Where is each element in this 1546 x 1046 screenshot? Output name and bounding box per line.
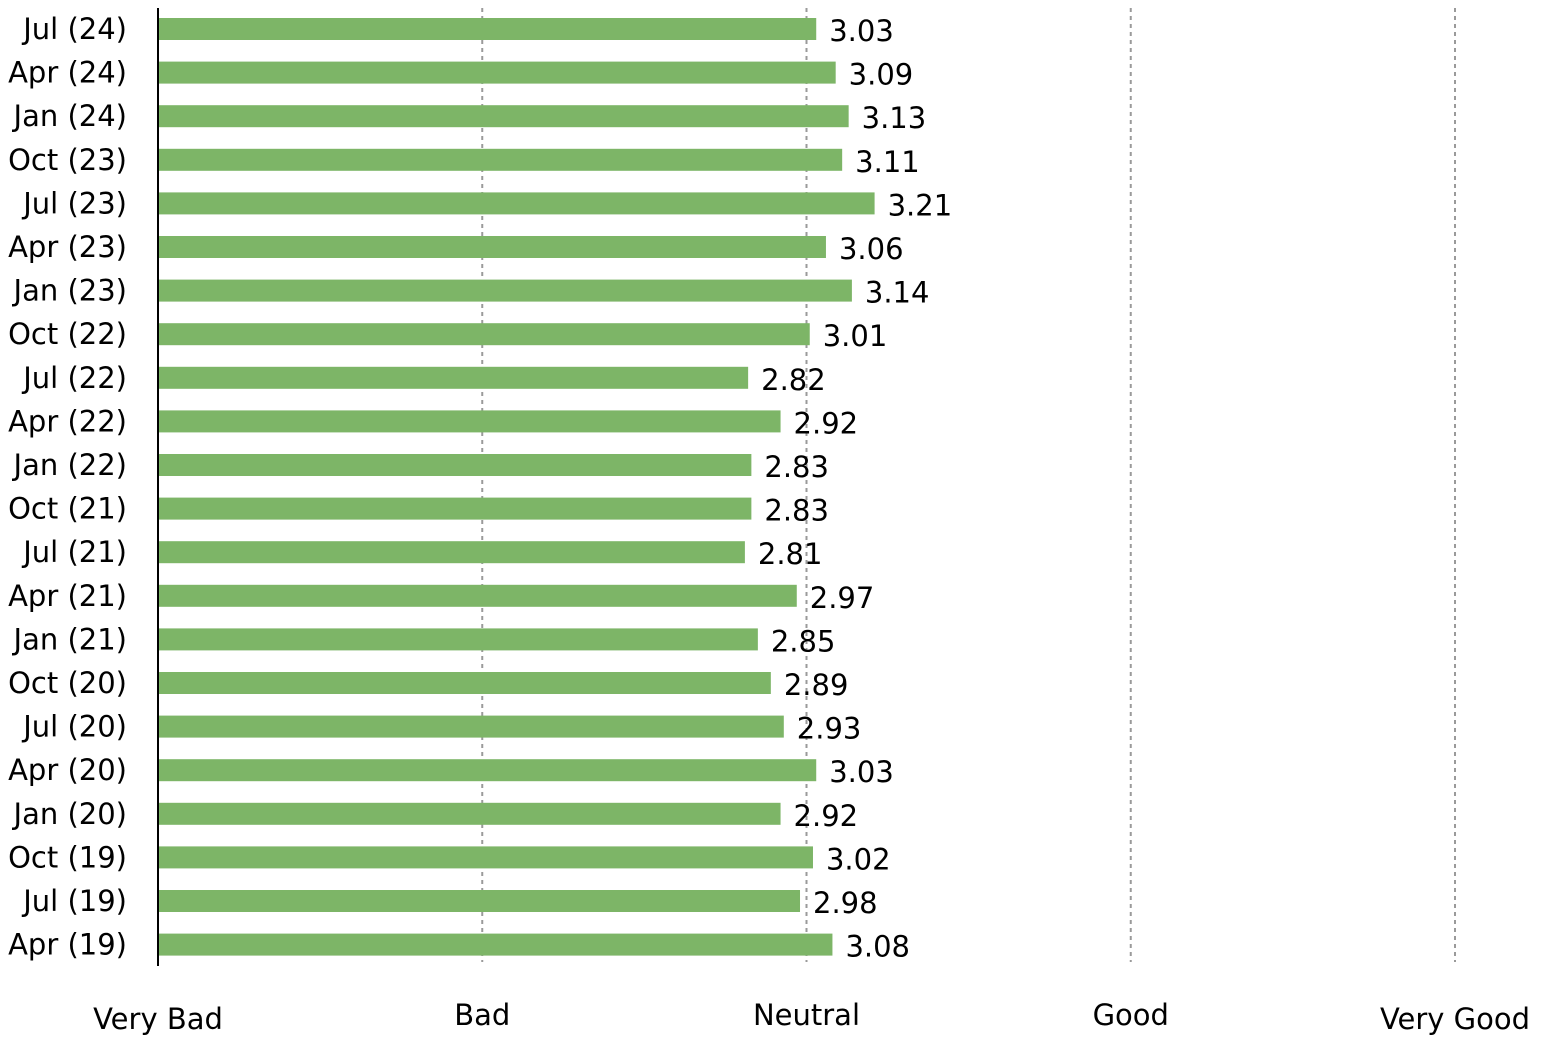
- data-label: 3.03: [829, 14, 894, 48]
- bar: [158, 366, 749, 389]
- category-label: Jul (19): [21, 884, 127, 918]
- bar: [158, 628, 758, 651]
- bar: [158, 672, 771, 694]
- data-label: 2.85: [771, 624, 836, 658]
- data-label: 2.92: [794, 799, 859, 833]
- category-label: Jan (20): [12, 797, 127, 831]
- category-label: Apr (23): [8, 230, 127, 264]
- bar: [158, 759, 817, 782]
- bar: [158, 454, 752, 476]
- bar: [158, 715, 784, 738]
- bar: [158, 279, 852, 302]
- bar: [158, 323, 810, 346]
- data-label: 2.83: [764, 494, 829, 528]
- x-tick-label: Very Bad: [93, 1002, 223, 1036]
- category-label: Jan (21): [12, 622, 127, 656]
- data-label: 3.09: [849, 58, 914, 92]
- x-tick-label: Bad: [454, 998, 510, 1032]
- bar: [158, 846, 813, 869]
- category-label: Apr (20): [8, 753, 127, 787]
- data-label: 3.14: [865, 276, 930, 310]
- data-label: 2.93: [797, 712, 862, 746]
- category-label: Jan (24): [12, 99, 127, 133]
- bar: [158, 410, 781, 433]
- x-tick-label: Good: [1093, 998, 1169, 1032]
- data-label: 3.06: [839, 232, 904, 266]
- category-label: Jan (23): [12, 274, 127, 308]
- data-label: 3.03: [829, 755, 894, 789]
- data-label: 2.82: [761, 363, 826, 397]
- category-label: Jul (23): [21, 186, 127, 220]
- category-label: Oct (21): [8, 492, 127, 526]
- data-label: 3.11: [855, 145, 920, 179]
- x-tick-label: Very Good: [1380, 1002, 1530, 1036]
- bar: [158, 192, 875, 215]
- data-label: 3.01: [823, 319, 888, 353]
- data-label: 3.13: [862, 101, 927, 135]
- bar: [158, 105, 849, 128]
- bar: [158, 541, 745, 564]
- bar: [158, 497, 752, 520]
- data-label: 2.83: [764, 450, 829, 484]
- data-label: 3.08: [845, 930, 910, 964]
- labels: Jul (24) 3.03 Apr (24) 3.09 Jan (24) 3.13 Oct …: [8, 12, 1530, 1036]
- bar: [158, 802, 781, 825]
- data-label: 3.02: [826, 842, 891, 876]
- bars: [158, 18, 875, 956]
- data-label: 2.98: [813, 886, 878, 920]
- category-label: Jul (20): [21, 710, 127, 744]
- category-label: Jul (22): [21, 361, 127, 395]
- bar: [158, 236, 826, 258]
- data-label: 2.92: [794, 406, 859, 440]
- category-label: Oct (23): [8, 143, 127, 177]
- category-label: Oct (20): [8, 666, 127, 700]
- data-label: 2.89: [784, 668, 849, 702]
- category-label: Oct (19): [8, 840, 127, 874]
- category-label: Apr (19): [8, 928, 127, 962]
- bar: [158, 18, 817, 40]
- x-tick-label: Neutral: [753, 998, 860, 1032]
- bar: [158, 148, 843, 171]
- category-label: Oct (22): [8, 317, 127, 351]
- bar: [158, 890, 801, 912]
- category-label: Jan (22): [12, 448, 127, 482]
- category-label: Jul (21): [21, 535, 127, 569]
- category-label: Apr (24): [8, 56, 127, 90]
- bar: [158, 61, 836, 84]
- category-label: Jul (24): [21, 12, 127, 46]
- category-label: Apr (21): [8, 579, 127, 613]
- category-label: Apr (22): [8, 404, 127, 438]
- data-label: 3.21: [888, 188, 953, 222]
- data-label: 2.97: [810, 581, 875, 615]
- data-label: 2.81: [758, 537, 823, 571]
- bar: [158, 933, 833, 956]
- bar: [158, 584, 797, 607]
